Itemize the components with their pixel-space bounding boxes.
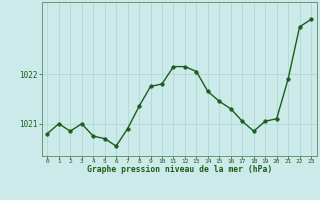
X-axis label: Graphe pression niveau de la mer (hPa): Graphe pression niveau de la mer (hPa) [87,165,272,174]
